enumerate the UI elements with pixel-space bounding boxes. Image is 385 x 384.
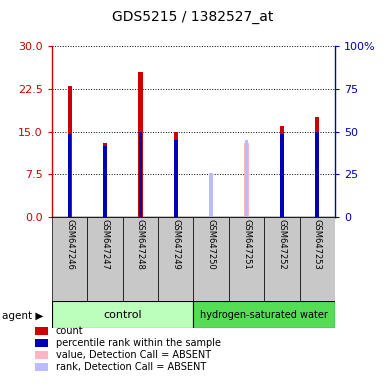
Bar xyxy=(209,180,213,217)
FancyBboxPatch shape xyxy=(52,301,193,328)
Text: value, Detection Call = ABSENT: value, Detection Call = ABSENT xyxy=(56,350,211,360)
Bar xyxy=(139,131,142,217)
Bar xyxy=(244,143,249,217)
FancyBboxPatch shape xyxy=(52,217,87,301)
Bar xyxy=(315,117,320,217)
Text: GSM647247: GSM647247 xyxy=(100,220,110,270)
Text: control: control xyxy=(104,310,142,320)
Text: GSM647250: GSM647250 xyxy=(207,220,216,270)
FancyBboxPatch shape xyxy=(158,217,193,301)
Text: percentile rank within the sample: percentile rank within the sample xyxy=(56,338,221,348)
Bar xyxy=(103,146,107,217)
Bar xyxy=(280,134,284,217)
Text: GSM647246: GSM647246 xyxy=(65,220,74,270)
Bar xyxy=(315,131,319,217)
FancyBboxPatch shape xyxy=(300,217,335,301)
Bar xyxy=(174,131,178,217)
FancyBboxPatch shape xyxy=(229,217,264,301)
Bar xyxy=(67,86,72,217)
Text: count: count xyxy=(56,326,84,336)
Text: GSM647253: GSM647253 xyxy=(313,220,322,270)
FancyBboxPatch shape xyxy=(87,217,123,301)
Text: GDS5215 / 1382527_at: GDS5215 / 1382527_at xyxy=(112,10,273,23)
Text: GSM647248: GSM647248 xyxy=(136,220,145,270)
Bar xyxy=(68,134,72,217)
Text: agent ▶: agent ▶ xyxy=(2,311,43,321)
FancyBboxPatch shape xyxy=(264,217,300,301)
Bar xyxy=(209,172,213,217)
Text: GSM647252: GSM647252 xyxy=(277,220,286,270)
Text: hydrogen-saturated water: hydrogen-saturated water xyxy=(200,310,328,320)
Bar xyxy=(138,72,142,217)
FancyBboxPatch shape xyxy=(193,301,335,328)
Text: GSM647249: GSM647249 xyxy=(171,220,180,270)
Text: GSM647251: GSM647251 xyxy=(242,220,251,270)
FancyBboxPatch shape xyxy=(193,217,229,301)
FancyBboxPatch shape xyxy=(123,217,158,301)
Bar xyxy=(280,126,284,217)
Bar xyxy=(103,143,107,217)
Text: rank, Detection Call = ABSENT: rank, Detection Call = ABSENT xyxy=(56,362,206,372)
Bar xyxy=(174,140,177,217)
Bar xyxy=(245,140,248,217)
